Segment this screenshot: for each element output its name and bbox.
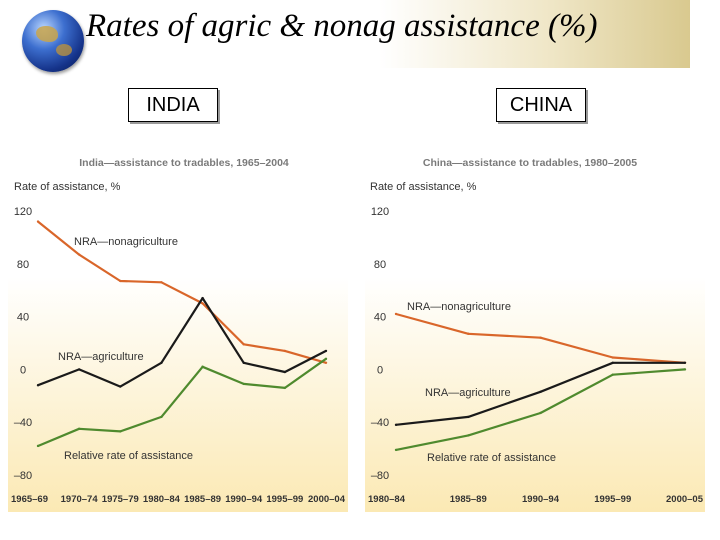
data-point-nonag xyxy=(242,343,245,346)
y-tick-label: 0 xyxy=(377,364,383,376)
data-point-agric xyxy=(77,368,81,371)
y-tick-label: –80 xyxy=(371,470,389,482)
series-label-relative: Relative rate of assistance xyxy=(427,452,556,464)
data-point-agric xyxy=(683,361,687,364)
data-point-relative xyxy=(394,448,398,452)
data-point-relative xyxy=(36,444,40,448)
data-point-agric xyxy=(201,296,204,300)
y-tick-label: 120 xyxy=(14,206,32,218)
india-chart-panel: India—assistance to tradables, 1965–2004… xyxy=(8,150,348,512)
data-point-relative xyxy=(160,415,163,419)
globe-icon xyxy=(22,10,84,72)
data-point-agric xyxy=(394,423,398,427)
y-tick-label: 120 xyxy=(371,206,389,218)
x-tick-label: 1980–84 xyxy=(143,494,181,505)
data-point-relative xyxy=(324,357,328,361)
page-title: Rates of agric & nonag assistance (%) xyxy=(86,8,598,44)
chart-title: China—assistance to tradables, 1980–2005 xyxy=(423,157,637,169)
chart-background xyxy=(8,150,348,512)
data-point-relative xyxy=(683,368,687,371)
x-tick-label: 1965–69 xyxy=(11,494,48,505)
y-tick-label: 0 xyxy=(20,364,26,376)
chart-background xyxy=(365,150,705,512)
x-tick-label: 1995–99 xyxy=(266,494,303,505)
data-point-agric xyxy=(160,361,163,364)
data-point-nonag xyxy=(119,279,122,283)
data-point-agric xyxy=(242,361,245,364)
india-label: INDIA xyxy=(128,88,218,122)
x-tick-label: 1990–94 xyxy=(522,494,560,505)
china-label: CHINA xyxy=(496,88,586,122)
x-tick-label: 1970–74 xyxy=(61,494,99,505)
series-line-nonag xyxy=(37,220,327,364)
data-point-relative xyxy=(539,411,542,415)
data-point-nonag xyxy=(611,356,614,359)
x-tick-label: 1985–89 xyxy=(450,494,487,505)
y-tick-label: 40 xyxy=(17,312,29,324)
china-chart-panel: China—assistance to tradables, 1980–2005… xyxy=(365,150,705,512)
x-tick-label: 1980–84 xyxy=(368,494,406,505)
data-point-nonag xyxy=(394,312,398,316)
data-point-nonag xyxy=(160,281,163,284)
china-chart: China—assistance to tradables, 1980–2005… xyxy=(365,150,705,512)
y-tick-label: –80 xyxy=(14,470,32,482)
series-label-agric: NRA—agriculture xyxy=(58,351,144,363)
data-point-relative xyxy=(77,427,81,430)
y-axis-label: Rate of assistance, % xyxy=(370,181,477,193)
y-tick-label: –40 xyxy=(14,417,32,429)
y-tick-label: –40 xyxy=(371,417,389,429)
y-axis-label: Rate of assistance, % xyxy=(14,181,121,193)
x-tick-label: 1975–79 xyxy=(102,494,139,505)
data-point-nonag xyxy=(467,332,470,335)
series-label-agric: NRA—agriculture xyxy=(425,387,511,399)
data-point-relative xyxy=(283,386,287,390)
data-point-nonag xyxy=(539,336,542,339)
data-point-relative xyxy=(242,382,245,386)
series-label-nonag: NRA—nonagriculture xyxy=(74,236,178,248)
x-tick-label: 1990–94 xyxy=(225,494,263,505)
series-line-relative xyxy=(37,357,327,448)
series-label-relative: Relative rate of assistance xyxy=(64,450,193,462)
x-tick-label: 1985–89 xyxy=(184,494,221,505)
series-line-agric xyxy=(37,297,327,388)
data-point-agric xyxy=(283,370,287,374)
series-label-nonag: NRA—nonagriculture xyxy=(407,301,511,313)
title-band xyxy=(0,0,690,68)
data-point-relative xyxy=(201,365,204,368)
data-point-agric xyxy=(324,349,328,353)
data-point-agric xyxy=(539,390,542,394)
y-tick-label: 80 xyxy=(17,259,29,271)
y-tick-label: 40 xyxy=(374,312,386,324)
data-point-nonag xyxy=(283,349,287,353)
data-point-nonag xyxy=(201,302,204,305)
data-point-nonag xyxy=(324,361,328,364)
data-point-relative xyxy=(467,434,470,437)
data-point-agric xyxy=(611,361,614,364)
data-point-agric xyxy=(467,415,470,419)
data-point-relative xyxy=(611,373,614,376)
x-tick-label: 1995–99 xyxy=(594,494,631,505)
india-chart: India—assistance to tradables, 1965–2004… xyxy=(8,150,348,512)
x-tick-label: 2000–05 xyxy=(666,494,704,505)
chart-title: India—assistance to tradables, 1965–2004 xyxy=(79,157,289,169)
data-point-relative xyxy=(119,430,122,433)
data-point-agric xyxy=(36,384,40,387)
data-point-agric xyxy=(119,385,122,388)
data-point-nonag xyxy=(77,253,81,256)
y-tick-label: 80 xyxy=(374,259,386,271)
x-tick-label: 2000–04 xyxy=(308,494,346,505)
data-point-nonag xyxy=(36,220,40,223)
